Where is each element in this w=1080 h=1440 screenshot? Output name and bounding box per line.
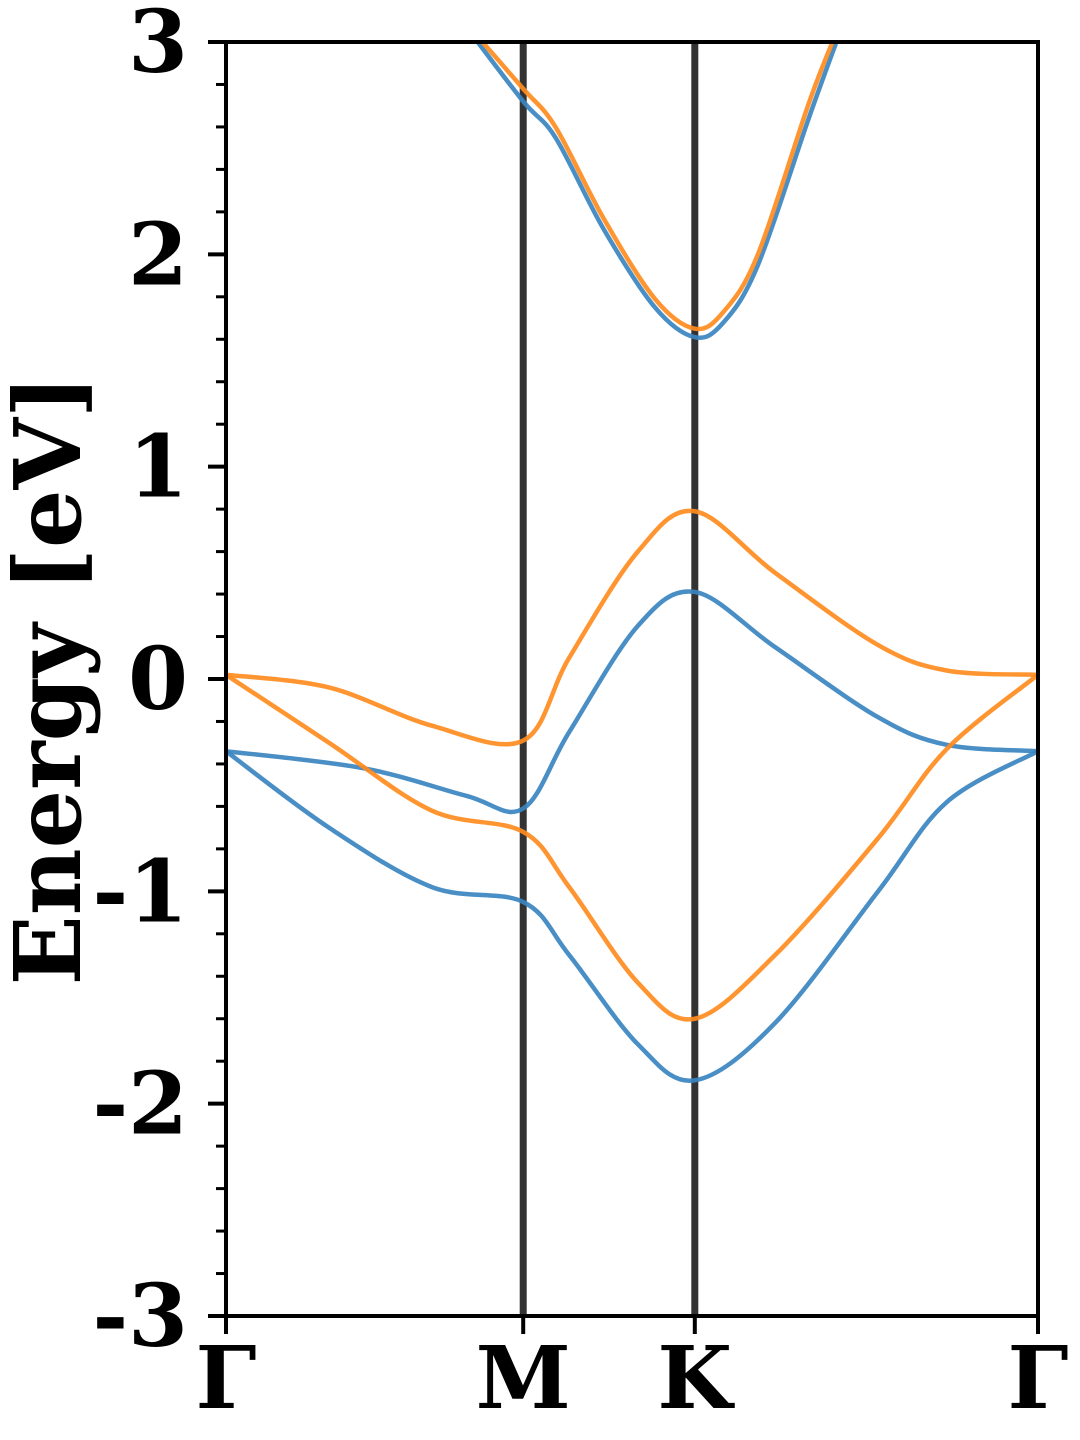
high-symmetry-lines (519, 42, 699, 1316)
y-tick-label: -2 (92, 1054, 188, 1155)
x-tick-label: Γ (1007, 1328, 1068, 1429)
y-axis-label: Energy [eV] (0, 375, 102, 986)
y-tick-label: 0 (128, 629, 188, 730)
band-line-5 (474, 42, 839, 340)
plot-frame (224, 40, 1040, 1318)
x-tick-label: Γ (195, 1328, 256, 1429)
band-line-3 (226, 672, 1038, 1022)
y-tick-label: 1 (128, 417, 188, 518)
y-tick-label: 2 (128, 204, 188, 305)
x-tick-label: M (476, 1328, 571, 1429)
band-line-6 (479, 42, 835, 332)
x-tick-label: K (657, 1328, 735, 1429)
band-line-1 (226, 749, 1038, 1083)
y-tick-label: -3 (92, 1266, 188, 1367)
band-line-4 (226, 508, 1038, 747)
major-ticks (208, 40, 1040, 1334)
band-lines (226, 42, 1038, 1083)
y-tick-label: 3 (128, 0, 188, 93)
y-tick-labels: 3 2 1 0 -1 -2 -3 (92, 0, 188, 1367)
band-line-2 (226, 589, 1038, 815)
y-tick-label: -1 (92, 841, 188, 942)
